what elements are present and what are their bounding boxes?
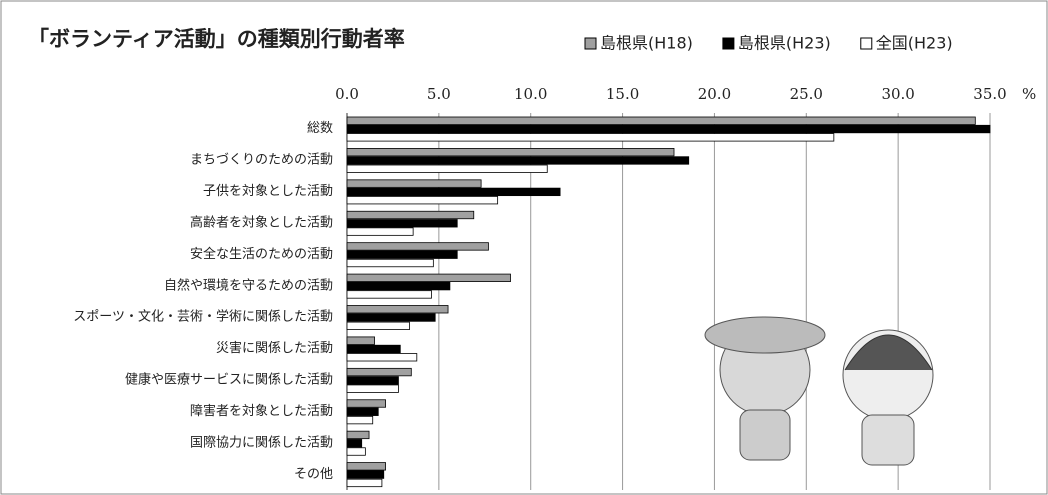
x-tick-label: 15.0 [606,85,639,103]
y-tick-label: 健康や医療サービスに関係した活動 [125,372,333,388]
x-tick-label: 25.0 [790,85,823,103]
bar [347,354,417,362]
bar [347,228,413,236]
y-tick-label: 自然や環境を守るための活動 [164,277,333,293]
y-tick-label: まちづくりのための活動 [190,153,333,168]
bar [347,345,400,353]
y-tick-label: 高齢者を対象とした活動 [190,214,333,230]
unit-label: % [1022,85,1036,103]
bar [347,274,511,282]
legend-label: 島根県(H18) [600,34,693,53]
bar [347,439,362,447]
bar [347,377,398,385]
bar [347,157,689,165]
bar [347,368,411,376]
bar [347,337,375,345]
x-tick-label: 5.0 [427,85,451,103]
bar [347,165,547,173]
y-tick-label: 障害者を対象とした活動 [190,403,333,419]
bar [347,400,386,408]
bar [347,463,386,471]
y-tick-label: スポーツ・文化・芸術・学術に関係した活動 [73,309,333,325]
legend-label: 島根県(H23) [738,34,831,53]
bar [347,448,365,456]
bar [347,251,457,259]
x-tick-label: 30.0 [881,85,914,103]
bar [347,148,674,156]
bar [347,306,448,314]
bar [347,243,488,251]
bar [347,188,560,196]
y-tick-label: 災害に関係した活動 [216,340,333,356]
bar [347,314,435,322]
y-tick-label: 子供を対象とした活動 [203,184,333,199]
bar [347,125,990,133]
x-tick-label: 10.0 [514,85,547,103]
bar [347,211,474,219]
bar [347,322,409,330]
bar [347,408,378,416]
y-tick-label: 安全な生活のための活動 [190,246,333,262]
legend-swatch [861,38,872,49]
chart: 「ボランティア活動」の種類別行動者率 % 0.0 5.0 10.0 15.0 20.0 2… [0,0,1048,495]
y-tick-label: 国際協力に関係した活動 [190,435,333,450]
bar [347,416,373,424]
bar [347,479,382,487]
bar [347,180,481,188]
bar [347,196,498,204]
legend-swatch [723,38,734,49]
x-tick-label: 0.0 [335,85,359,103]
bar [347,282,450,290]
bar [347,385,398,393]
legend-swatch [585,38,596,49]
bar [347,134,834,142]
x-tick-label: 35.0 [973,85,1006,103]
bar [347,220,457,228]
y-tick-label: その他 [294,467,333,482]
legend-label: 全国(H23) [876,34,953,53]
bar [347,117,975,125]
bar [347,471,384,479]
bar [347,291,432,299]
y-tick-label: 総数 [307,121,333,136]
chart-title: 「ボランティア活動」の種類別行動者率 [28,27,405,51]
bar [347,259,433,267]
bar [347,431,369,439]
x-tick-label: 20.0 [698,85,731,103]
